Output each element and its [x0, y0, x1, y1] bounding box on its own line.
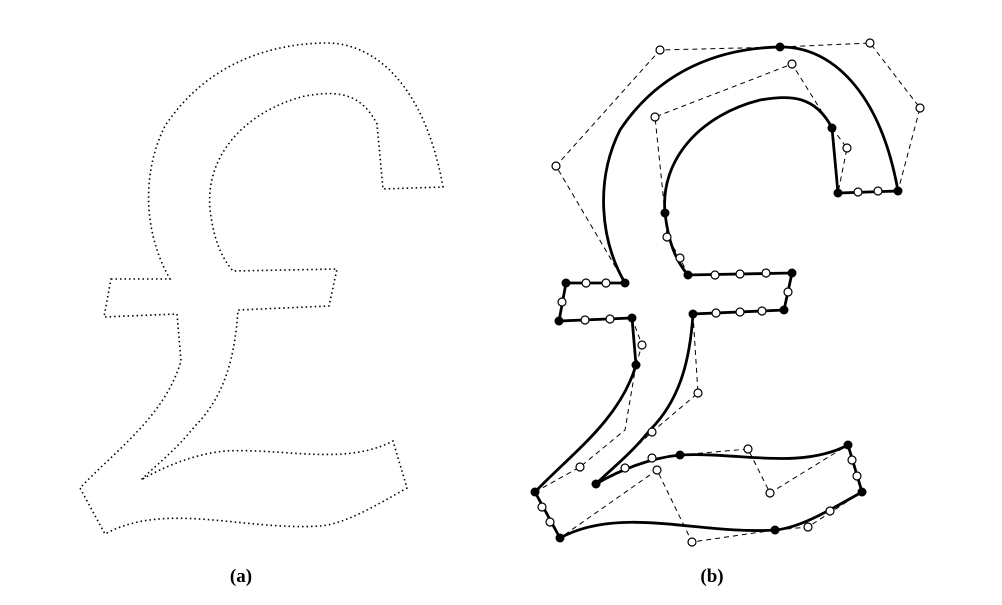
open-points	[537, 38, 925, 547]
control-polygon	[534, 42, 921, 543]
knot-points	[530, 42, 903, 543]
panel-label: (a)	[230, 566, 252, 587]
panel-b	[530, 38, 925, 547]
panel-label: (b)	[700, 566, 723, 587]
dotted-outline	[79, 42, 444, 535]
fitted-outline	[533, 45, 900, 540]
panel-a	[79, 42, 444, 535]
